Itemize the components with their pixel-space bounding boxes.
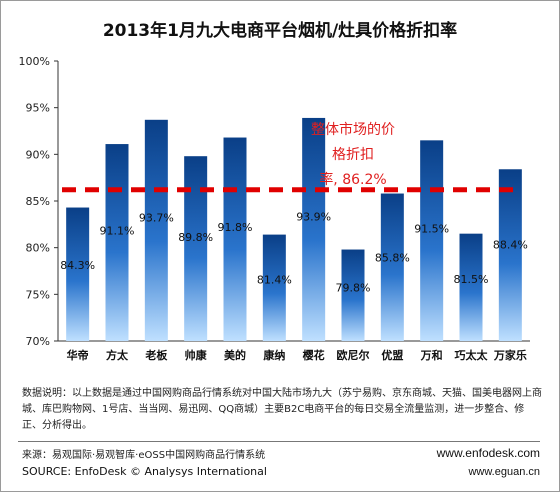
bar [302, 117, 326, 341]
bar-value-label: 85.8% [375, 251, 410, 264]
bar [66, 207, 90, 341]
chart-title: 2013年1月九大电商平台烟机/灶具价格折扣率 [103, 20, 457, 41]
bar [420, 140, 444, 341]
bar-value-label: 93.7% [139, 212, 174, 225]
bar-value-label: 93.9% [296, 211, 331, 224]
bar [262, 234, 286, 341]
separator [18, 441, 540, 442]
bar-value-label: 88.4% [493, 238, 528, 251]
category-label: 万家乐 [493, 348, 527, 362]
bar-value-label: 84.3% [60, 259, 95, 272]
y-tick-label: 75% [26, 288, 50, 301]
category-label: 巧太太 [455, 348, 489, 362]
axis: 70% 75% 80% 85% 90% 95% 100% [19, 55, 530, 348]
category-label: 老板 [144, 348, 168, 362]
bar [498, 169, 522, 341]
bar [459, 233, 483, 341]
bar-value-label: 81.5% [454, 273, 489, 286]
bar [341, 249, 365, 341]
category-label: 华帝 [67, 348, 89, 362]
bar [105, 144, 129, 341]
bar-value-label: 91.1% [100, 225, 135, 238]
y-tick-label: 95% [26, 102, 50, 115]
bar [223, 137, 247, 341]
annotation-line: 率, 86.2% [319, 171, 386, 188]
category-label: 帅康 [185, 348, 208, 362]
annotation-line: 格折扣 [332, 147, 374, 163]
bar [184, 156, 208, 341]
y-tick-label: 100% [19, 55, 50, 68]
category-label: 美的 [224, 348, 246, 362]
value-labels: 84.3% 91.1% 93.7% 89.8% 91.8% 81.4% 93.9% 79.8%… [60, 211, 528, 295]
category-label: 方太 [106, 348, 129, 362]
bar-value-label: 89.8% [178, 231, 213, 244]
bar-value-label: 79.8% [336, 282, 371, 295]
source-cn: 来源：易观国际·易观智库·eOSS中国网购商品行情系统 [22, 450, 266, 461]
bar [380, 193, 404, 341]
y-tick-label: 70% [26, 335, 50, 348]
bar [144, 119, 168, 341]
y-tick-label: 90% [26, 148, 50, 161]
bars [66, 117, 522, 341]
bar-value-label: 91.5% [414, 223, 449, 236]
source-en: SOURCE: EnfoDesk © Analysys Internationa… [22, 465, 267, 478]
bar-value-label: 81.4% [257, 274, 292, 287]
y-tick-label: 85% [26, 195, 50, 208]
category-label: 康纳 [263, 348, 285, 362]
data-notes: 数据说明：以上数据是通过中国网购商品行情系统对中国大陆市场九大（苏宁易购、京东商… [22, 388, 542, 431]
y-tick-label: 80% [26, 242, 50, 255]
category-labels: 华帝 方太 老板 帅康 美的 康纳 樱花 欧尼尔 优盟 万和 巧太太 万家乐 [67, 348, 527, 362]
bar-value-label: 91.8% [218, 221, 253, 234]
website-eguan: www.eguan.cn [468, 466, 540, 478]
website-enfodesk: www.enfodesk.com [436, 446, 540, 460]
annotation-line: 整体市场的价 [311, 121, 395, 138]
category-label: 欧尼尔 [337, 348, 370, 362]
category-label: 樱花 [303, 348, 325, 362]
category-label: 优盟 [381, 348, 403, 362]
category-label: 万和 [420, 348, 443, 362]
